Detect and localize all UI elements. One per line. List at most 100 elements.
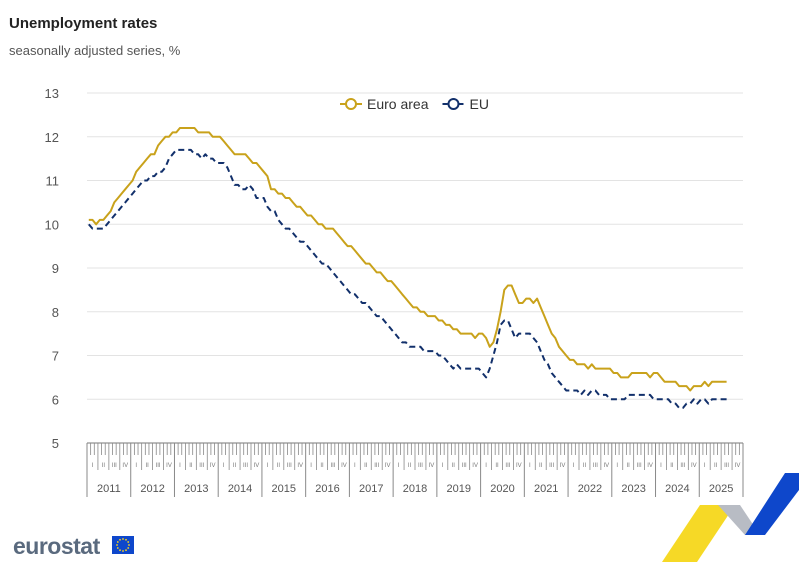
eurostat-logo: eurostat	[13, 533, 100, 560]
ribbon-grey-icon	[718, 505, 760, 535]
quarter-label: III	[287, 463, 292, 469]
year-label: 2019	[446, 483, 470, 495]
quarter-label: I	[354, 463, 356, 469]
logo-text: eurostat	[13, 533, 100, 559]
quarter-label: IV	[560, 463, 566, 469]
year-label: 2016	[315, 483, 339, 495]
quarter-label: III	[593, 463, 598, 469]
quarter-label: I	[660, 463, 662, 469]
legend-circle-icon	[447, 98, 460, 110]
year-label: 2020	[490, 483, 514, 495]
quarter-label: I	[179, 463, 181, 469]
quarter-label: IV	[166, 463, 172, 469]
quarter-label: II	[627, 463, 631, 469]
quarter-label: II	[233, 463, 237, 469]
series-line-eu	[88, 148, 727, 409]
quarter-label: II	[408, 463, 412, 469]
y-tick-label: 12	[45, 130, 59, 145]
year-label: 2024	[665, 483, 689, 495]
chart-subtitle: seasonally adjusted series, %	[9, 43, 181, 58]
quarter-label: I	[616, 463, 618, 469]
y-tick-label: 9	[52, 261, 59, 276]
year-label: 2013	[184, 483, 208, 495]
eu-stars-icon	[116, 538, 130, 552]
quarter-label: III	[549, 463, 554, 469]
quarter-label: IV	[691, 463, 697, 469]
quarter-label: II	[583, 463, 587, 469]
quarter-label: III	[637, 463, 642, 469]
quarter-label: I	[92, 463, 94, 469]
y-tick-label: 8	[52, 305, 59, 320]
year-label: 2018	[403, 483, 427, 495]
quarter-label: IV	[735, 463, 741, 469]
quarter-label: II	[495, 463, 499, 469]
quarter-label: II	[189, 463, 193, 469]
quarter-label: I	[223, 463, 225, 469]
legend-circle-icon	[345, 98, 357, 110]
quarter-label: II	[320, 463, 324, 469]
y-tick-label: 11	[46, 174, 60, 189]
quarter-label: II	[714, 463, 718, 469]
quarter-label: IV	[122, 463, 128, 469]
quarter-label: IV	[516, 463, 522, 469]
quarter-label: III	[112, 463, 117, 469]
quarter-label: I	[485, 463, 487, 469]
y-tick-label: 6	[52, 392, 59, 407]
quarter-label: I	[267, 463, 269, 469]
y-tick-label: 7	[52, 349, 59, 364]
quarter-label: III	[462, 463, 467, 469]
year-label: 2011	[97, 483, 121, 495]
ribbon-yellow-icon	[662, 505, 735, 562]
year-label: 2025	[709, 483, 733, 495]
y-tick-label: 5	[52, 436, 59, 451]
quarter-label: III	[505, 463, 510, 469]
quarter-label: III	[418, 463, 423, 469]
legend-label: EU	[469, 96, 488, 112]
quarter-label: IV	[603, 463, 609, 469]
legend-label: Euro area	[367, 96, 429, 112]
year-label: 2014	[228, 483, 252, 495]
year-label: 2022	[578, 483, 602, 495]
quarter-label: III	[724, 463, 729, 469]
quarter-label: II	[452, 463, 456, 469]
quarter-label: III	[156, 463, 161, 469]
year-label: 2017	[359, 483, 383, 495]
quarter-label: IV	[647, 463, 653, 469]
quarter-label: II	[102, 463, 106, 469]
quarter-label: I	[529, 463, 531, 469]
quarter-label: III	[374, 463, 379, 469]
year-label: 2023	[621, 483, 645, 495]
year-label: 2015	[272, 483, 296, 495]
series-line-euro-area	[88, 127, 727, 392]
quarter-label: I	[704, 463, 706, 469]
quarter-label: II	[670, 463, 674, 469]
quarter-label: IV	[297, 463, 303, 469]
chart-title: Unemployment rates	[9, 15, 158, 32]
quarter-label: IV	[429, 463, 435, 469]
quarter-label: I	[135, 463, 137, 469]
eu-flag-icon	[112, 536, 134, 554]
quarter-label: IV	[210, 463, 216, 469]
quarter-label: I	[310, 463, 312, 469]
ribbon-blue-icon	[745, 473, 799, 535]
quarter-label: III	[243, 463, 248, 469]
y-tick-label: 13	[45, 86, 59, 101]
quarter-label: IV	[341, 463, 347, 469]
quarter-label: II	[145, 463, 149, 469]
quarter-label: IV	[385, 463, 391, 469]
year-label: 2012	[140, 483, 164, 495]
quarter-label: I	[398, 463, 400, 469]
quarter-label: II	[277, 463, 281, 469]
y-tick-label: 10	[45, 217, 59, 232]
year-label: 2021	[534, 483, 558, 495]
quarter-label: II	[539, 463, 543, 469]
quarter-label: III	[330, 463, 335, 469]
quarter-label: III	[680, 463, 685, 469]
quarter-label: IV	[472, 463, 478, 469]
quarter-label: II	[364, 463, 368, 469]
quarter-label: I	[573, 463, 575, 469]
quarter-label: I	[441, 463, 443, 469]
quarter-label: III	[199, 463, 204, 469]
quarter-label: IV	[254, 463, 260, 469]
